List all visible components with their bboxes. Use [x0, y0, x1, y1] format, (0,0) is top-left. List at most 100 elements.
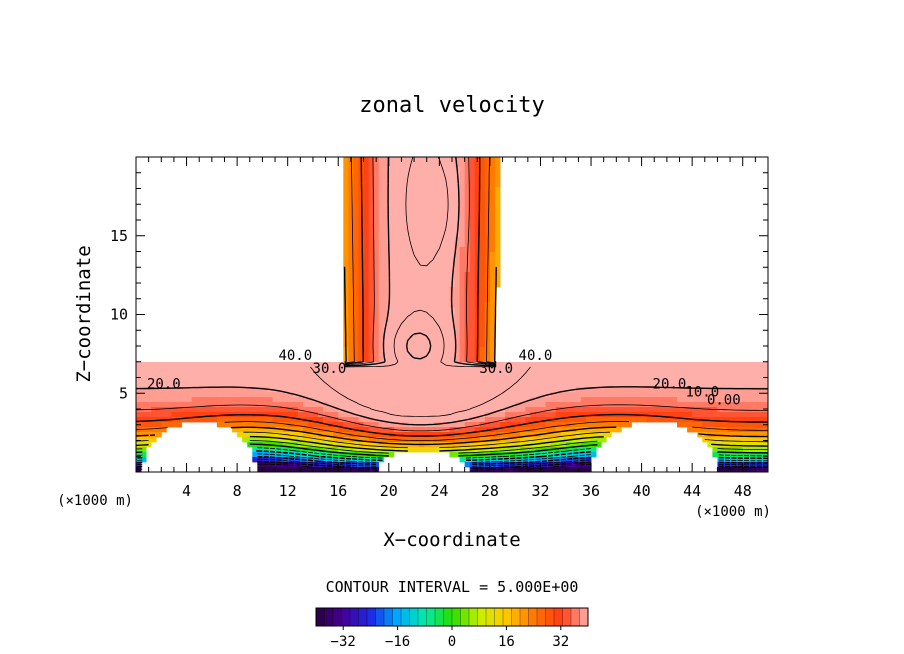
field-cell	[692, 402, 698, 408]
field-cell	[444, 232, 450, 238]
field-cell	[409, 247, 415, 253]
field-cell	[373, 442, 380, 448]
field-cell	[328, 377, 334, 383]
field-cell	[520, 452, 526, 458]
field-cell	[585, 442, 592, 448]
field-cell	[237, 427, 243, 433]
field-cell	[262, 407, 268, 413]
field-cell	[206, 402, 213, 408]
field-cell	[429, 257, 435, 263]
field-cell	[459, 287, 466, 293]
field-cell	[378, 332, 385, 338]
field-cell	[671, 382, 678, 388]
field-cell	[287, 397, 294, 403]
field-cell	[636, 387, 642, 393]
field-cell	[449, 362, 455, 368]
field-cell	[216, 392, 223, 398]
field-cell	[318, 402, 324, 408]
field-cell	[727, 382, 734, 388]
field-cell	[469, 312, 476, 318]
field-cell	[393, 442, 400, 448]
field-cell	[762, 382, 768, 388]
field-cell	[762, 387, 768, 393]
field-cell	[510, 412, 516, 418]
field-cell	[221, 392, 228, 398]
field-cell	[712, 402, 718, 408]
field-cell	[439, 352, 445, 358]
field-cell	[403, 297, 410, 303]
field-cell	[722, 437, 728, 443]
field-cell	[530, 417, 536, 423]
field-cell	[323, 382, 329, 388]
field-cell	[388, 252, 395, 258]
field-cell	[414, 367, 420, 373]
field-cell	[732, 402, 739, 408]
field-cell	[414, 187, 420, 193]
field-cell	[383, 277, 390, 283]
field-cell	[717, 412, 723, 418]
field-cell	[383, 287, 390, 293]
field-cell	[368, 292, 375, 298]
field-cell	[439, 182, 445, 188]
field-cell	[732, 377, 739, 383]
field-cell	[287, 462, 294, 468]
field-cell	[146, 382, 152, 388]
field-cell	[459, 357, 466, 363]
field-cell	[570, 452, 577, 458]
field-cell	[318, 457, 324, 463]
field-cell	[161, 367, 167, 373]
field-cell	[520, 362, 526, 368]
field-cell	[580, 367, 587, 373]
field-cell	[368, 377, 375, 383]
field-cell	[434, 382, 440, 388]
field-cell	[383, 157, 390, 163]
field-cell	[742, 432, 749, 438]
field-cell	[500, 422, 506, 428]
field-cell	[353, 172, 359, 178]
field-cell	[393, 247, 400, 253]
field-cell	[348, 407, 354, 413]
field-cell	[383, 372, 390, 378]
field-cell	[489, 312, 496, 318]
field-cell	[221, 407, 228, 413]
field-cell	[459, 337, 466, 343]
field-cell	[434, 352, 440, 358]
field-cell	[434, 287, 440, 293]
field-cell	[409, 342, 415, 348]
field-cell	[161, 387, 167, 393]
field-cell	[459, 327, 466, 333]
field-cell	[307, 402, 314, 408]
field-cell	[697, 422, 703, 428]
x-axis-unit-left: (×1000 m)	[57, 493, 133, 509]
field-cell	[388, 187, 395, 193]
field-cell	[318, 392, 324, 398]
field-cell	[227, 372, 233, 378]
field-cell	[484, 247, 491, 253]
field-cell	[328, 437, 334, 443]
field-cell	[287, 442, 294, 448]
colorbar-swatch	[349, 607, 359, 627]
field-cell	[181, 382, 187, 388]
field-cell	[348, 197, 354, 203]
field-cell	[403, 362, 410, 368]
field-cell	[692, 412, 698, 418]
field-cell	[302, 397, 309, 403]
field-cell	[505, 377, 511, 383]
field-cell	[429, 387, 435, 393]
field-cell	[414, 377, 420, 383]
field-cell	[156, 397, 162, 403]
field-cell	[545, 442, 551, 448]
field-cell	[505, 367, 511, 373]
field-cell	[424, 217, 430, 223]
field-cell	[409, 327, 415, 333]
field-cell	[565, 467, 572, 472]
field-cell	[444, 277, 450, 283]
field-cell	[762, 407, 768, 413]
field-cell	[459, 252, 466, 258]
field-cell	[409, 202, 415, 208]
field-cell	[262, 432, 268, 438]
field-cell	[398, 242, 405, 248]
field-cell	[191, 377, 198, 383]
field-cell	[661, 392, 668, 398]
field-cell	[525, 462, 531, 468]
